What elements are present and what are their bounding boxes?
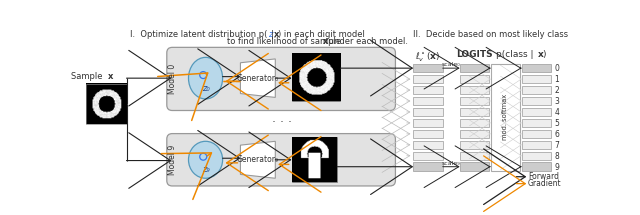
Bar bbox=[522, 108, 551, 116]
Bar bbox=[522, 75, 551, 83]
Text: scale₉: scale₉ bbox=[442, 161, 461, 166]
Text: 2: 2 bbox=[554, 86, 559, 95]
Text: x: x bbox=[108, 72, 113, 81]
Bar bbox=[522, 130, 551, 138]
Text: z₉: z₉ bbox=[202, 165, 209, 174]
Bar bbox=[413, 97, 443, 105]
Bar bbox=[522, 141, 551, 149]
Bar bbox=[460, 163, 489, 171]
Text: mod. softmax: mod. softmax bbox=[502, 94, 508, 140]
Text: LOGITS: LOGITS bbox=[456, 51, 493, 59]
Text: 5: 5 bbox=[554, 119, 559, 128]
Bar bbox=[522, 86, 551, 94]
Bar bbox=[413, 119, 443, 127]
Bar bbox=[522, 64, 551, 72]
Bar bbox=[460, 97, 489, 105]
Bar bbox=[491, 64, 520, 171]
Text: p(class |: p(class | bbox=[496, 51, 536, 59]
Text: Generator₀: Generator₀ bbox=[237, 74, 279, 83]
Bar bbox=[522, 97, 551, 105]
Text: . . .: . . . bbox=[271, 112, 291, 125]
Ellipse shape bbox=[189, 141, 223, 178]
Bar bbox=[460, 64, 489, 72]
Text: 4: 4 bbox=[554, 108, 559, 117]
Text: Sample: Sample bbox=[70, 72, 105, 81]
Text: 3: 3 bbox=[554, 97, 559, 106]
Bar bbox=[86, 84, 127, 124]
Bar bbox=[522, 152, 551, 160]
Text: 1: 1 bbox=[554, 75, 559, 84]
Text: 6: 6 bbox=[554, 130, 559, 139]
Text: II.  Decide based on most likely class: II. Decide based on most likely class bbox=[413, 30, 568, 39]
Text: Model 9: Model 9 bbox=[168, 145, 177, 175]
Bar bbox=[292, 54, 340, 101]
Text: ) in each digit model: ) in each digit model bbox=[278, 30, 365, 39]
Text: scale₀: scale₀ bbox=[442, 62, 461, 67]
Bar bbox=[522, 119, 551, 127]
Polygon shape bbox=[241, 59, 275, 97]
Bar bbox=[413, 64, 443, 72]
Bar bbox=[460, 141, 489, 149]
Text: z: z bbox=[268, 30, 272, 39]
Bar bbox=[460, 86, 489, 94]
Text: z₀: z₀ bbox=[202, 84, 209, 94]
Text: 7: 7 bbox=[554, 141, 559, 150]
Text: Model 0: Model 0 bbox=[168, 64, 177, 94]
Ellipse shape bbox=[189, 57, 223, 99]
Text: x: x bbox=[538, 51, 544, 59]
Bar bbox=[460, 152, 489, 160]
Bar bbox=[292, 137, 337, 182]
Bar bbox=[522, 163, 551, 171]
Text: x: x bbox=[274, 30, 280, 39]
Bar bbox=[460, 108, 489, 116]
Bar bbox=[413, 130, 443, 138]
Bar bbox=[413, 163, 443, 171]
Text: $\ell^\circ_v(\mathbf{x})$: $\ell^\circ_v(\mathbf{x})$ bbox=[415, 51, 440, 64]
Bar bbox=[413, 75, 443, 83]
Text: ): ) bbox=[543, 51, 546, 59]
Text: |: | bbox=[271, 30, 275, 39]
Bar bbox=[413, 141, 443, 149]
Text: to find likelihood of sample: to find likelihood of sample bbox=[227, 37, 344, 46]
Text: Generator₉: Generator₉ bbox=[237, 155, 279, 164]
Text: 0: 0 bbox=[554, 64, 559, 73]
Bar bbox=[413, 152, 443, 160]
FancyBboxPatch shape bbox=[167, 47, 396, 111]
Polygon shape bbox=[241, 141, 275, 178]
Text: I.  Optimize latent distribution p(: I. Optimize latent distribution p( bbox=[130, 30, 268, 39]
Bar bbox=[460, 130, 489, 138]
Bar bbox=[460, 75, 489, 83]
Text: 8: 8 bbox=[554, 152, 559, 161]
Bar bbox=[413, 108, 443, 116]
Text: under each model.: under each model. bbox=[326, 37, 408, 46]
Text: x: x bbox=[323, 37, 328, 46]
Bar bbox=[460, 119, 489, 127]
Text: 9: 9 bbox=[554, 163, 559, 172]
Text: Forward: Forward bbox=[528, 172, 559, 181]
FancyBboxPatch shape bbox=[167, 134, 396, 186]
Text: Gradient: Gradient bbox=[528, 179, 561, 188]
Bar bbox=[413, 86, 443, 94]
